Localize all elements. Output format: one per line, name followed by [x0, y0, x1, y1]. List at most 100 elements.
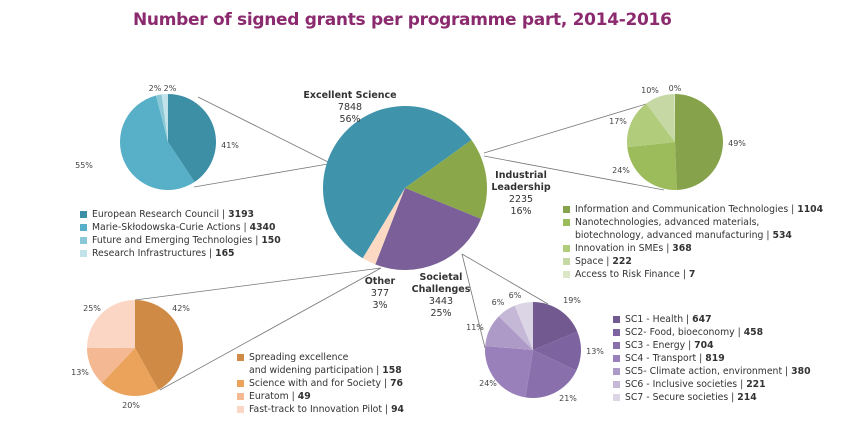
- es-pct-label: 41%: [221, 141, 239, 150]
- legend-item-nanotechnologies-advanced-materials-biotechnology-advanced-manufacturing: Nanotechnologies, advanced materials, bio…: [563, 216, 823, 242]
- label-name: Industrial: [495, 170, 547, 181]
- legend-swatch: [237, 393, 244, 400]
- legend-swatch: [613, 381, 620, 388]
- legend-item-fast-track-to-innovation-pilot: Fast-track to Innovation Pilot | 94: [237, 403, 404, 416]
- es-pct-label: 2%: [149, 84, 162, 93]
- legend-label: SC4 - Transport | 819: [625, 353, 725, 364]
- connector-line: [461, 253, 549, 305]
- legend-swatch: [237, 380, 244, 387]
- legend-value: 7: [688, 269, 696, 280]
- legend-label: Innovation in SMEs | 368: [575, 243, 692, 254]
- legend-swatch: [237, 354, 244, 361]
- legend-item-future-and-emerging-technologies: Future and Emerging Technologies | 150: [80, 234, 281, 247]
- legend-item-european-research-council: European Research Council | 3193: [80, 208, 281, 221]
- legend-label: SC7 - Secure societies | 214: [625, 392, 757, 403]
- sc-slice-sc7-secure-societies: [514, 302, 533, 350]
- legend-value: 49: [297, 391, 311, 402]
- legend-label: Access to Risk Finance | 7: [575, 269, 696, 280]
- legend-swatch: [613, 394, 620, 401]
- legend-item-sc7-secure-societies: SC7 - Secure societies | 214: [613, 391, 811, 404]
- legend-label: SC5- Climate action, environment | 380: [625, 366, 811, 377]
- connector-line: [159, 267, 382, 391]
- legend-label: SC6 - Inclusive societies | 221: [625, 379, 766, 390]
- other-pct-label: 13%: [71, 368, 89, 377]
- other-slice-spreading-excellence-and-widening-participation: [135, 300, 183, 390]
- legend-excellent-science: European Research Council | 3193 Marie-Sk…: [80, 208, 281, 260]
- es-pct-label: 55%: [75, 161, 93, 170]
- legend-label: Future and Emerging Technologies | 150: [92, 235, 281, 246]
- legend-value: 94: [391, 404, 405, 415]
- il-pct-label: 24%: [612, 166, 630, 175]
- il-slice-access-to-risk-finance: [674, 94, 675, 142]
- legend-item-science-with-and-for-society: Science with and for Society | 76: [237, 377, 404, 390]
- legend-other: Spreading excellence and widening partici…: [237, 351, 404, 416]
- other-pct-label: 25%: [83, 304, 101, 313]
- legend-societal-challenges: SC1 - Health | 647 SC2- Food, bioeconomy …: [613, 313, 811, 404]
- legend-item-marie-sk-odowska-curie-actions: Marie-Skłodowska-Curie Actions | 4340: [80, 221, 281, 234]
- sc-slice-sc3-energy: [525, 350, 577, 398]
- legend-industrial-leadership: Information and Communication Technologi…: [563, 203, 823, 281]
- legend-item-space: Space | 222: [563, 255, 823, 268]
- main-label-societal-challenges: Societal Challenges 3443 25%: [410, 272, 472, 320]
- legend-label: Marie-Skłodowska-Curie Actions | 4340: [92, 222, 276, 233]
- label-pct: 16%: [510, 206, 532, 217]
- label-pct: 3%: [372, 300, 388, 311]
- sc-pct-label: 21%: [559, 394, 577, 403]
- legend-value: 221: [746, 379, 766, 390]
- sc-slice-sc6-inclusive-societies: [498, 305, 533, 350]
- main-label-other: Other 377 3%: [360, 276, 400, 312]
- connector-line: [197, 96, 329, 163]
- main-slice-excellent-science: [323, 106, 472, 259]
- legend-item-sc3-energy: SC3 - Energy | 704: [613, 339, 811, 352]
- main-label-excellent-science: Excellent Science 7848 56%: [290, 90, 410, 126]
- legend-value: 534: [772, 230, 792, 241]
- sc-pct-label: 24%: [479, 379, 497, 388]
- connector-line: [483, 94, 677, 154]
- legend-value: 76: [390, 378, 404, 389]
- es-pct-label: 2%: [164, 84, 177, 93]
- es-slice-future-and-emerging-technologies: [156, 94, 168, 142]
- legend-swatch: [613, 368, 620, 375]
- legend-swatch: [563, 245, 570, 252]
- label-value: 7848: [337, 102, 363, 113]
- legend-label: Nanotechnologies, advanced materials, bio…: [575, 217, 792, 241]
- legend-label: Information and Communication Technologi…: [575, 204, 824, 215]
- legend-value: 380: [791, 366, 811, 377]
- legend-value: 368: [672, 243, 692, 254]
- legend-item-spreading-excellence-and-widening-participation: Spreading excellence and widening partici…: [237, 351, 404, 377]
- other-slice-fast-track-to-innovation-pilot: [87, 300, 135, 348]
- legend-label: SC1 - Health | 647: [625, 314, 712, 325]
- legend-label: SC2- Food, bioeconomy | 458: [625, 327, 764, 338]
- label-name: Societal: [419, 272, 463, 283]
- legend-value: 165: [215, 248, 235, 259]
- legend-swatch: [80, 237, 87, 244]
- main-slice-industrial-leadership: [405, 140, 487, 219]
- legend-label: Spreading excellence and widening partici…: [249, 352, 402, 376]
- legend-label: Euratom | 49: [249, 391, 311, 402]
- main-label-industrial-leadership: Industrial Leadership 2235 16%: [490, 170, 552, 218]
- chart-title: Number of signed grants per programme pa…: [133, 10, 672, 30]
- es-slice-research-infrastructures: [161, 94, 168, 142]
- sc-pct-label: 19%: [563, 296, 581, 305]
- legend-swatch: [563, 219, 570, 226]
- sc-slice-sc2-food-bioeconomy: [533, 331, 581, 371]
- legend-swatch: [613, 342, 620, 349]
- sc-pct-label: 6%: [492, 298, 505, 307]
- legend-value: 4340: [249, 222, 276, 233]
- sc-pct-label: 6%: [509, 291, 522, 300]
- legend-item-sc5-climate-action-environment: SC5- Climate action, environment | 380: [613, 365, 811, 378]
- connector-line: [134, 267, 382, 301]
- legend-value: 1104: [797, 204, 824, 215]
- main-slice-societal-challenges: [375, 188, 481, 270]
- il-slice-innovation-in-smes: [626, 103, 675, 148]
- legend-value: 458: [743, 327, 764, 338]
- legend-label: Space | 222: [575, 256, 632, 267]
- label-name: Leadership: [491, 182, 551, 193]
- legend-swatch: [80, 224, 87, 231]
- il-pct-label: 10%: [641, 86, 659, 95]
- legend-label: SC3 - Energy | 704: [625, 340, 714, 351]
- legend-item-sc6-inclusive-societies: SC6 - Inclusive societies | 221: [613, 378, 811, 391]
- label-pct: 25%: [430, 308, 452, 319]
